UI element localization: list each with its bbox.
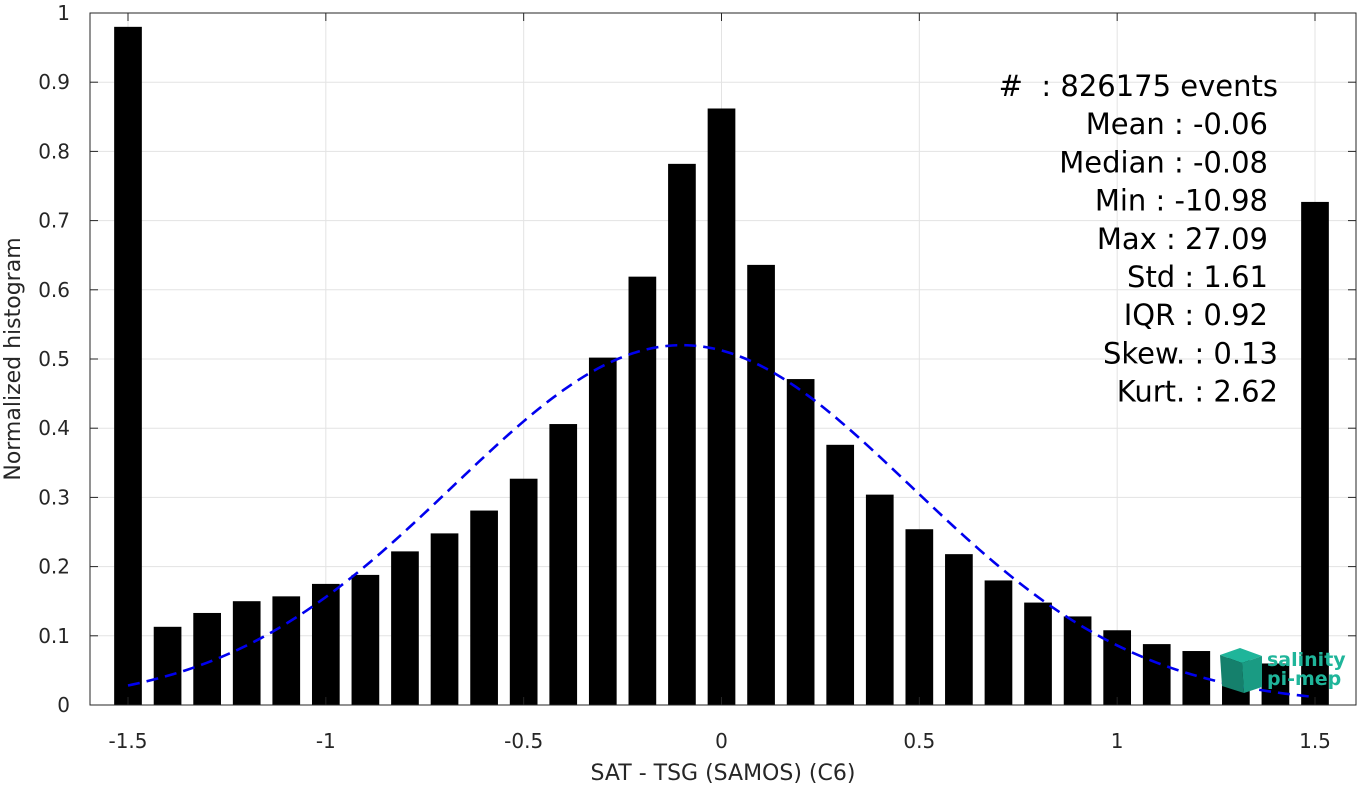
x-tick-label: 0 xyxy=(715,729,728,753)
x-axis-label: SAT - TSG (SAMOS) (C6) xyxy=(591,761,856,785)
bar xyxy=(588,357,617,705)
bar xyxy=(1103,630,1132,705)
bar xyxy=(945,554,973,705)
bar xyxy=(1024,602,1052,705)
salinity-pi-mep-logo: salinity pi-mep xyxy=(1220,648,1346,693)
stats-line: # : 826175 events xyxy=(999,69,1278,103)
x-tick-label: 1 xyxy=(1111,729,1124,753)
y-tick-label: 0.5 xyxy=(38,347,70,371)
bar xyxy=(1063,616,1092,705)
bar xyxy=(430,533,459,705)
bar xyxy=(1142,644,1171,705)
y-tick-label: 0 xyxy=(57,693,70,717)
bar xyxy=(984,580,1013,705)
bar xyxy=(114,26,142,705)
gaussian-fit-curve xyxy=(127,343,1316,699)
stats-line: IQR : 0.92 xyxy=(1124,298,1268,332)
x-tick-label: 1.5 xyxy=(1299,729,1331,753)
bar xyxy=(470,510,498,705)
bar xyxy=(391,551,419,705)
bar xyxy=(905,529,934,705)
y-tick-label: 0.6 xyxy=(38,278,70,302)
bar xyxy=(1301,201,1329,705)
bar xyxy=(351,574,380,705)
bar xyxy=(747,264,775,705)
x-tick-label: -1.5 xyxy=(108,729,147,753)
bar xyxy=(628,276,657,705)
y-tick-label: 0.1 xyxy=(38,624,70,648)
stats-line: Skew. : 0.13 xyxy=(1103,336,1278,370)
x-tick-label: -0.5 xyxy=(504,729,543,753)
y-tick-label: 0.8 xyxy=(38,139,70,163)
bar xyxy=(153,626,182,705)
stats-line: Kurt. : 2.62 xyxy=(1117,375,1278,409)
statistics-box: # : 826175 events Mean : -0.06 Median : -0… xyxy=(999,69,1278,409)
y-tick-label: 0.3 xyxy=(38,485,70,509)
bar xyxy=(865,494,894,705)
y-tick-label: 0.9 xyxy=(38,70,70,94)
bar xyxy=(232,601,261,705)
bars xyxy=(114,26,1329,706)
x-tick-label: 0.5 xyxy=(903,729,935,753)
bar xyxy=(826,444,855,705)
y-axis-label: Normalized histogram xyxy=(1,237,26,480)
stats-line: Min : -10.98 xyxy=(1095,184,1268,218)
bar xyxy=(549,424,578,705)
bar xyxy=(668,163,696,705)
bar xyxy=(1261,663,1290,705)
y-tick-label: 0.4 xyxy=(38,416,70,440)
x-tick-label: -1 xyxy=(316,729,336,753)
stats-line: Mean : -0.06 xyxy=(1086,107,1268,141)
logo-line-2: pi-mep xyxy=(1267,668,1341,690)
bar xyxy=(707,108,736,706)
y-tick-labels: 0 0.1 0.2 0.3 0.4 0.5 0.6 0.7 0.8 0.9 1 xyxy=(38,1,70,717)
stats-line: Median : -0.08 xyxy=(1059,145,1268,179)
y-tick-label: 1 xyxy=(57,1,70,25)
bar xyxy=(272,596,301,705)
stats-line: Std : 1.61 xyxy=(1127,260,1268,294)
y-tick-label: 0.2 xyxy=(38,555,70,579)
y-tick-label: 0.7 xyxy=(38,209,70,233)
x-tick-labels: -1.5 -1 -0.5 0 0.5 1 1.5 xyxy=(108,729,1330,753)
bar xyxy=(786,379,815,705)
cube-logo-icon xyxy=(1220,648,1262,693)
stats-line: Max : 27.09 xyxy=(1097,222,1268,256)
bar xyxy=(193,612,221,705)
tick-marks xyxy=(90,12,1356,706)
bar xyxy=(311,583,340,705)
bar xyxy=(509,478,538,705)
logo-line-1: salinity xyxy=(1267,649,1346,671)
